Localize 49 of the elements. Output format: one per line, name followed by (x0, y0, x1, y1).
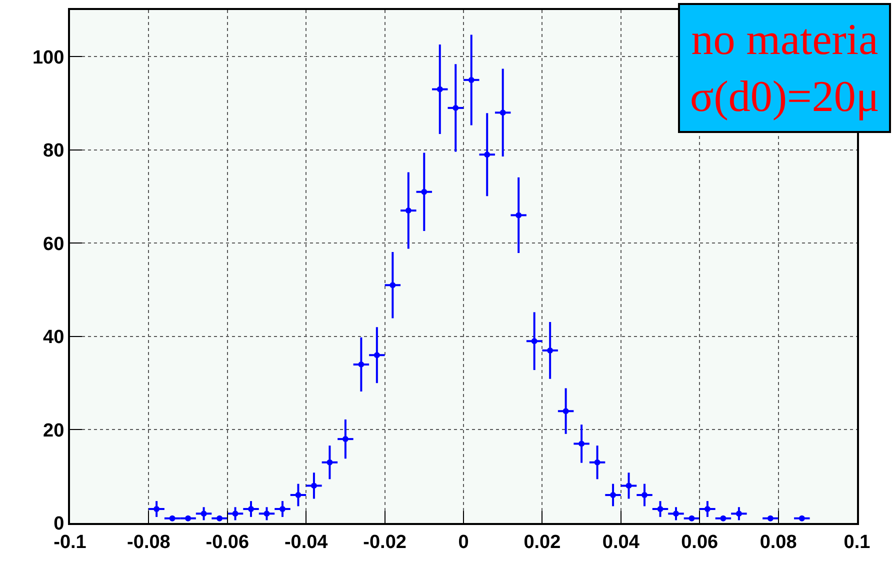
point (484, 152, 490, 158)
point (610, 492, 616, 498)
x-tick-label: 0.04 (602, 532, 640, 553)
point (452, 104, 459, 111)
x-tick-label: -0.04 (284, 532, 328, 553)
point (248, 506, 254, 512)
point (594, 459, 600, 466)
point (279, 506, 286, 512)
x-tick-label: 0.06 (681, 532, 718, 553)
point (468, 76, 474, 83)
point (626, 482, 632, 489)
point (342, 436, 348, 442)
point (264, 510, 270, 517)
y-tick-label: 40 (43, 327, 64, 348)
y-tick-label: 100 (32, 47, 64, 68)
x-tick-label: 0 (458, 532, 469, 553)
point (547, 347, 554, 354)
x-tick-label: -0.06 (206, 532, 250, 553)
point (736, 510, 742, 517)
point (500, 110, 506, 116)
point (295, 492, 302, 498)
point (374, 352, 380, 358)
y-tick-label: 60 (43, 234, 64, 255)
point (310, 482, 317, 489)
x-tick-label: -0.08 (127, 532, 170, 553)
point (358, 361, 364, 368)
point (642, 492, 648, 498)
point (531, 338, 538, 344)
point (657, 506, 664, 512)
point (578, 440, 585, 447)
point (516, 212, 522, 218)
point (405, 208, 412, 214)
point (200, 510, 207, 517)
point (390, 282, 396, 288)
y-tick-label: 20 (43, 420, 64, 442)
point (154, 506, 160, 512)
annotation: no materia σ(d0)=20μ (690, 15, 880, 122)
point (704, 506, 710, 512)
x-tick-label: 0.02 (524, 532, 561, 553)
y-tick-label: 80 (43, 140, 64, 162)
x-tick-label: 0.08 (760, 532, 797, 553)
x-tick-label: -0.02 (363, 532, 406, 553)
point (672, 510, 679, 517)
point (436, 86, 443, 92)
point (326, 459, 333, 466)
point (232, 510, 238, 517)
x-tick-label: 0.1 (844, 532, 871, 553)
point (562, 408, 569, 414)
point (421, 188, 428, 195)
